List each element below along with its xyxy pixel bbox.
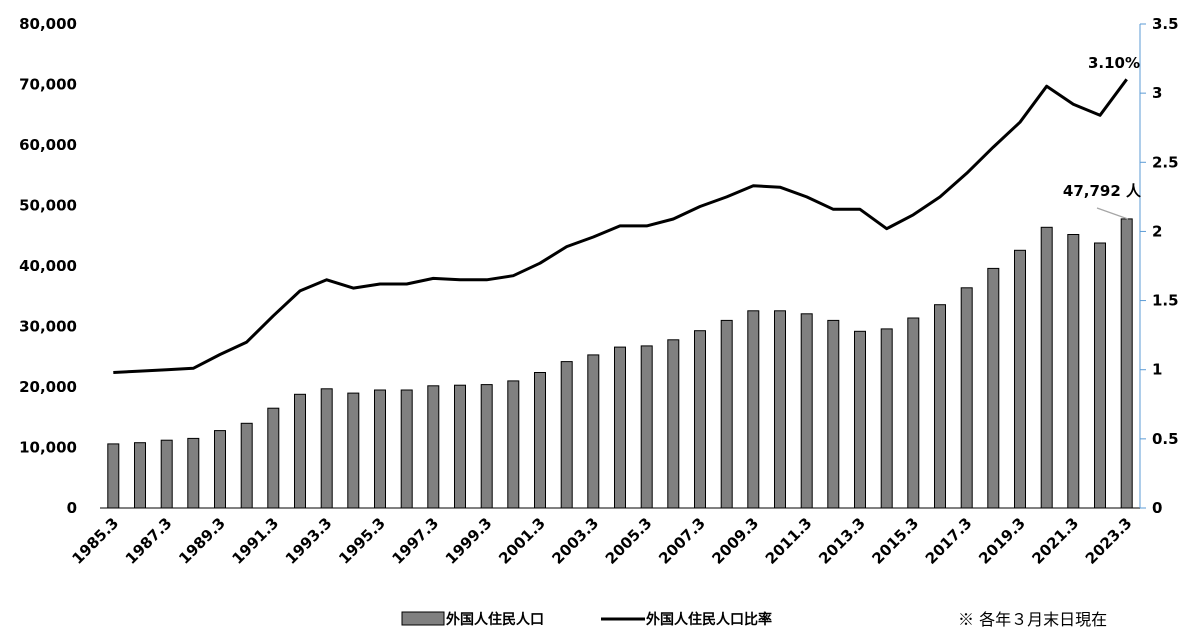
right-y-tick-label: 2.5 <box>1152 153 1179 171</box>
bar-mark <box>320 388 333 509</box>
x-tick-label: 1985.3 <box>68 514 122 568</box>
bar-mark <box>534 372 546 509</box>
x-tick-label: 1995.3 <box>335 514 389 568</box>
bar-mark <box>907 317 920 509</box>
left-y-tick-label: 50,000 <box>19 197 77 215</box>
right-y-tick-label: 3 <box>1152 84 1162 102</box>
x-tick-label: 2019.3 <box>975 514 1029 568</box>
right-y-tick-label: 0.5 <box>1152 430 1179 448</box>
bar-mark <box>614 346 626 509</box>
right-y-tick-label: 2 <box>1152 222 1162 240</box>
left-y-tick-label: 0 <box>67 499 77 517</box>
line-last-value-label: 3.10% <box>1088 54 1140 72</box>
x-tick-label: 2017.3 <box>922 514 976 568</box>
bar-mark <box>1014 249 1026 509</box>
x-tick-label: 2001.3 <box>495 514 549 568</box>
bar-mark <box>400 389 413 509</box>
bar-mark <box>107 443 120 509</box>
bar-mark <box>267 407 280 509</box>
bar-mark <box>427 385 440 509</box>
bar-last-value-label: 47,792 人 <box>1063 182 1142 200</box>
bar-mark <box>854 330 866 509</box>
bar-mark <box>667 339 680 509</box>
right-y-axis-ticks: 0 0.5 1 1.5 2 2.5 3 3.5 <box>1140 15 1179 517</box>
left-y-tick-label: 80,000 <box>19 15 77 33</box>
x-tick-label: 1999.3 <box>442 514 496 568</box>
bar-mark <box>694 330 706 509</box>
x-tick-label: 1997.3 <box>388 514 442 568</box>
bar-mark <box>480 384 493 509</box>
left-y-tick-label: 40,000 <box>19 257 77 275</box>
bar-mark <box>1040 226 1053 509</box>
x-tick-label: 1987.3 <box>122 514 176 568</box>
left-y-tick-label: 20,000 <box>19 378 77 396</box>
bar-mark <box>560 361 573 509</box>
bar-mark <box>507 380 520 509</box>
footnote: ※ 各年３月末日現在 <box>958 610 1107 629</box>
x-tick-label: 1989.3 <box>175 514 229 568</box>
bar-mark <box>720 319 733 509</box>
line-series <box>113 78 1128 374</box>
x-axis-labels: 1985.3 1987.3 1989.3 1991.3 1993.3 1995.3 1997… <box>68 514 1135 568</box>
bar-mark <box>640 345 653 509</box>
right-y-tick-label: 0 <box>1152 499 1162 517</box>
right-y-tick-label: 1.5 <box>1152 292 1179 310</box>
x-tick-label: 2021.3 <box>1028 514 1082 568</box>
bar-annotation-leader <box>1096 207 1129 220</box>
bar-mark <box>960 287 973 509</box>
bar-mark <box>240 422 253 509</box>
bar-mark <box>187 437 200 509</box>
bar-mark <box>214 430 226 509</box>
bar-mark <box>1120 218 1133 509</box>
x-tick-label: 1991.3 <box>228 514 282 568</box>
bar-mark <box>374 389 386 509</box>
bar-mark <box>134 442 146 509</box>
bar-mark <box>587 354 600 509</box>
bar-mark <box>347 392 360 509</box>
x-tick-label: 2013.3 <box>815 514 869 568</box>
bar-mark <box>454 384 466 509</box>
x-tick-label: 2023.3 <box>1082 514 1136 568</box>
x-tick-label: 2005.3 <box>602 514 656 568</box>
legend-bar-label: 外国人住民人口 <box>446 611 544 628</box>
bar-mark <box>800 313 813 509</box>
ratio-line <box>113 78 1128 374</box>
right-y-tick-label: 1 <box>1152 361 1162 379</box>
x-tick-label: 2015.3 <box>868 514 922 568</box>
chart-annotations: 3.10% 47,792 人 <box>1063 54 1142 220</box>
legend-line-label: 外国人住民人口比率 <box>646 611 772 628</box>
bar-mark <box>747 310 760 509</box>
bar-mark <box>880 328 893 509</box>
legend-bar-swatch <box>401 611 445 626</box>
x-tick-label: 2003.3 <box>548 514 602 568</box>
bar-mark <box>1067 234 1080 509</box>
x-tick-label: 2009.3 <box>708 514 762 568</box>
bar-mark <box>774 310 786 509</box>
left-y-tick-label: 70,000 <box>19 76 77 94</box>
bar-mark <box>987 267 1000 509</box>
bar-mark <box>827 319 840 509</box>
bar-mark <box>160 439 173 509</box>
x-tick-label: 2011.3 <box>762 514 816 568</box>
bar-mark <box>294 393 306 509</box>
left-y-axis-ticks: 0 10,000 20,000 30,000 40,000 50,000 60,000 70,… <box>19 15 77 517</box>
left-y-tick-label: 60,000 <box>19 136 77 154</box>
legend: 外国人住民人口 外国人住民人口比率 <box>401 611 772 628</box>
x-tick-label: 2007.3 <box>655 514 709 568</box>
x-tick-label: 1993.3 <box>282 514 336 568</box>
left-y-tick-label: 30,000 <box>19 318 77 336</box>
left-y-tick-label: 10,000 <box>19 439 77 457</box>
bar-mark <box>934 304 946 509</box>
right-y-tick-label: 3.5 <box>1152 15 1179 33</box>
bar-series <box>107 218 1133 509</box>
bar-mark <box>1094 242 1106 509</box>
